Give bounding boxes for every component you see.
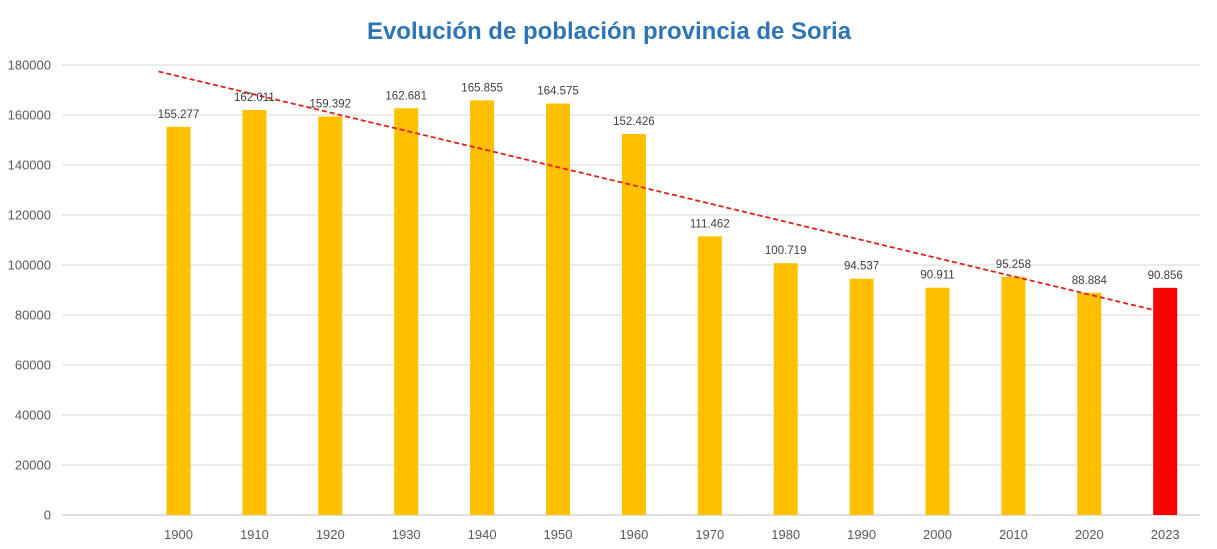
bar-2023 [1153,287,1178,515]
x-tick-label: 1950 [544,527,573,542]
data-label: 88.884 [1072,275,1108,287]
x-tick-label: 2000 [923,527,952,542]
x-tick-label: 1980 [771,527,800,542]
x-tick-label: 1990 [847,527,876,542]
y-tick-label: 140000 [8,158,51,173]
data-label: 111.462 [690,218,730,230]
y-tick-label: 100000 [8,258,51,273]
chart-title: Evolución de población provincia de Sori… [367,18,852,45]
bar-1920 [318,116,343,516]
x-tick-label: 1940 [468,527,497,542]
bar-2020 [1077,292,1102,515]
bar-1970 [697,236,722,515]
x-tick-label: 1970 [695,527,724,542]
x-tick-label: 1930 [392,527,421,542]
data-label: 162.011 [234,92,275,104]
trendline [158,70,1154,311]
x-tick-label: 2020 [1075,527,1104,542]
y-tick-label: 80000 [15,308,51,323]
y-tick-label: 0 [44,508,51,523]
data-label: 100.719 [765,245,807,257]
y-tick-label: 20000 [15,458,51,473]
data-label: 155.277 [158,109,200,121]
bar-1950 [546,103,570,515]
bar-1940 [470,100,495,516]
data-label: 94.537 [844,261,879,273]
y-tick-label: 160000 [8,108,51,123]
y-axis-ticks: 0 20000 40000 60000 80000 100000 120000 140000 1… [8,58,51,523]
data-label: 90.856 [1148,270,1183,282]
x-tick-label: 1910 [240,527,269,542]
data-label: 162.681 [385,90,427,102]
data-label: 164.575 [537,86,579,98]
x-tick-label: 2023 [1151,527,1180,542]
y-tick-label: 40000 [15,408,51,423]
bar-1930 [394,108,419,516]
y-tick-label: 120000 [8,208,51,223]
data-label: 90.911 [920,270,954,282]
data-label: 95.258 [996,259,1031,271]
y-tick-label: 180000 [8,58,51,73]
x-tick-label: 2010 [999,527,1028,542]
data-label: 165.855 [461,82,503,94]
x-tick-label: 1960 [619,527,648,542]
data-label: 152.426 [613,116,655,128]
bar-1980 [773,263,798,515]
bar-2010 [1001,276,1026,515]
x-tick-label: 1900 [164,527,193,542]
bars [166,100,1178,516]
bar-1900 [166,126,191,516]
data-labels: 155.277 162.011 159.392 162.681 165.855 164.5… [158,82,1183,286]
y-tick-label: 60000 [15,358,51,373]
x-tick-label: 1920 [316,527,345,542]
bar-1910 [242,109,267,515]
trendline-layer [158,70,1154,311]
bar-1960 [621,133,646,515]
x-axis-ticks: 1900 1910 1920 1930 1940 1950 1960 1970 1980 1990… [164,527,1180,542]
bar-2000 [925,287,950,515]
data-label: 159.392 [310,99,352,111]
bar-1990 [849,278,874,515]
